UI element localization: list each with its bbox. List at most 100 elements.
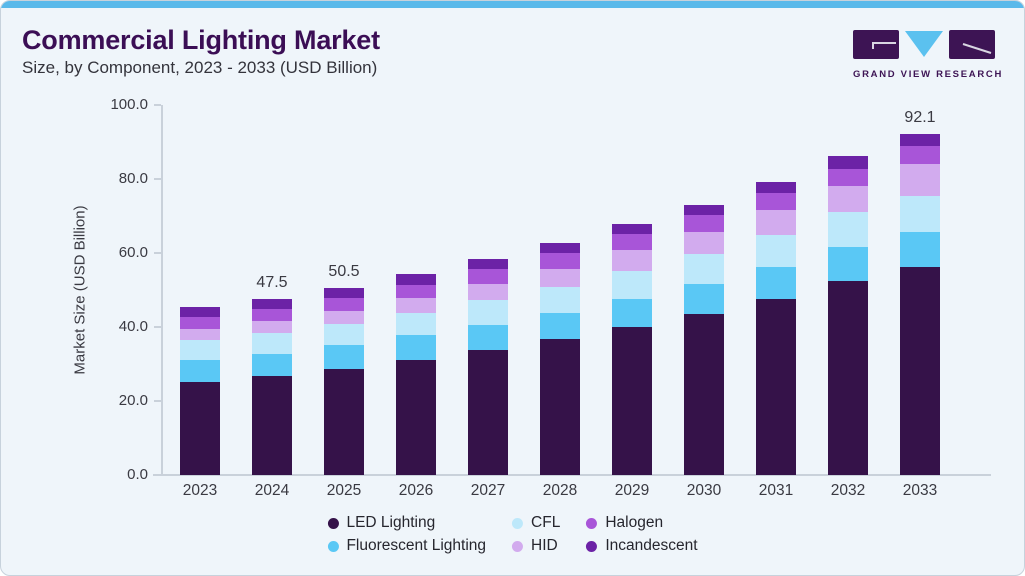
y-tick-mark <box>154 252 161 254</box>
legend-label: LED Lighting <box>346 514 436 531</box>
y-tick-mark <box>154 326 161 328</box>
logo-text: GRAND VIEW RESEARCH <box>853 69 1004 80</box>
page-title: Commercial Lighting Market <box>22 25 380 55</box>
bar-segment-2025-hid <box>324 310 364 324</box>
bar-segment-2024-cfl <box>252 333 292 354</box>
bar-segment-2024-incandescent <box>252 299 292 309</box>
bar-segment-2027-hid <box>468 283 508 300</box>
bar-segment-2026-incandescent <box>396 274 436 285</box>
bar-segment-2031-hid <box>756 210 796 235</box>
bar-segment-2029-cfl <box>612 271 652 300</box>
page-subtitle: Size, by Component, 2023 - 2033 (USD Bil… <box>22 58 378 77</box>
bar-segment-2025-incandescent <box>324 288 364 298</box>
legend-item-halogen: Halogen <box>586 512 697 534</box>
legend-item-led-lighting: LED Lighting <box>327 512 486 534</box>
bar-segment-2027-fluorescent-lighting <box>468 324 508 350</box>
x-tick-label-2027: 2027 <box>470 482 506 499</box>
total-label-2024: 47.5 <box>256 274 288 292</box>
bar-segment-2023-cfl <box>180 340 220 360</box>
x-tick-label-2024: 2024 <box>254 482 290 499</box>
bar-segment-2024-led-lighting <box>252 376 292 475</box>
x-tick-label-2029: 2029 <box>614 482 650 499</box>
bar-segment-2023-fluorescent-lighting <box>180 359 220 382</box>
bar-segment-2027-led-lighting <box>468 349 508 475</box>
bar-segment-2023-incandescent <box>180 307 220 317</box>
y-tick-label: 80.0 <box>118 170 148 187</box>
bar-2025 <box>324 288 364 475</box>
bar-segment-2030-cfl <box>684 253 724 285</box>
x-tick-label-2031: 2031 <box>758 482 794 499</box>
bar-segment-2029-hid <box>612 250 652 272</box>
legend-label: CFL <box>531 514 561 531</box>
bar-segment-2031-halogen <box>756 193 796 211</box>
bar-segment-2030-halogen <box>684 214 724 232</box>
bar-segment-2029-fluorescent-lighting <box>612 299 652 328</box>
bar-segment-2024-fluorescent-lighting <box>252 353 292 377</box>
legend-dot-icon <box>586 540 598 552</box>
bar-segment-2023-halogen <box>180 316 220 330</box>
bar-segment-2024-halogen <box>252 308 292 322</box>
bar-2031 <box>756 182 796 475</box>
bar-segment-2032-hid <box>828 186 868 212</box>
bar-segment-2025-halogen <box>324 297 364 311</box>
bar-segment-2027-cfl <box>468 299 508 325</box>
x-tick-label-2032: 2032 <box>830 482 866 499</box>
bar-segment-2033-incandescent <box>900 134 940 147</box>
bar-segment-2030-fluorescent-lighting <box>684 284 724 315</box>
bar-segment-2029-incandescent <box>612 224 652 235</box>
bar-segment-2032-incandescent <box>828 156 868 169</box>
logo-mark-icon <box>853 30 995 59</box>
legend-item-incandescent: Incandescent <box>586 535 698 557</box>
bar-segment-2033-fluorescent-lighting <box>900 231 940 267</box>
y-tick-mark <box>154 104 161 106</box>
bar-2024 <box>252 299 292 475</box>
legend-dot-icon <box>586 517 598 529</box>
chart-legend: LED Lighting Fluorescent Lighting CFL HID Ha… <box>327 512 698 557</box>
bar-segment-2028-led-lighting <box>540 339 580 475</box>
x-tick-label-2030: 2030 <box>686 482 722 499</box>
y-axis-line <box>161 105 163 475</box>
bar-segment-2028-cfl <box>540 286 580 313</box>
legend-label: Halogen <box>605 514 664 531</box>
bar-2029 <box>612 224 652 475</box>
bar-segment-2031-incandescent <box>756 182 796 194</box>
bar-segment-2031-led-lighting <box>756 298 796 475</box>
bar-segment-2023-led-lighting <box>180 381 220 475</box>
bar-segment-2031-cfl <box>756 234 796 268</box>
x-axis-line <box>153 474 991 476</box>
bar-segment-2027-halogen <box>468 268 508 284</box>
x-tick-label-2026: 2026 <box>398 482 434 499</box>
legend-item-cfl: CFL <box>512 512 560 534</box>
legend-dot-icon <box>512 540 524 552</box>
bar-2032 <box>828 156 868 475</box>
bar-segment-2028-fluorescent-lighting <box>540 312 580 340</box>
grand-view-research-logo: GRAND VIEW RESEARCH <box>853 30 1004 80</box>
legend-label: HID <box>531 537 558 554</box>
bar-segment-2025-cfl <box>324 324 364 346</box>
legend-item-fluorescent-lighting: Fluorescent Lighting <box>327 535 486 557</box>
bar-segment-2026-hid <box>396 297 436 313</box>
bar-segment-2026-fluorescent-lighting <box>396 335 436 360</box>
bar-segment-2027-incandescent <box>468 258 508 269</box>
y-tick-label: 20.0 <box>118 392 148 409</box>
x-tick-label-2033: 2033 <box>902 482 938 499</box>
chart-header: Commercial Lighting Market Size, by Comp… <box>22 25 380 78</box>
bar-segment-2030-led-lighting <box>684 314 724 475</box>
total-label-2025: 50.5 <box>328 263 360 281</box>
bar-segment-2029-halogen <box>612 234 652 251</box>
bar-2023 <box>180 307 220 475</box>
legend-dot-icon <box>512 517 524 529</box>
bar-2030 <box>684 204 724 475</box>
bar-segment-2033-hid <box>900 164 940 196</box>
legend-label: Fluorescent Lighting <box>346 537 487 554</box>
bar-segment-2026-led-lighting <box>396 359 436 475</box>
y-tick-label: 60.0 <box>118 244 148 261</box>
y-tick-mark <box>154 474 161 476</box>
bar-segment-2024-hid <box>252 321 292 334</box>
x-tick-label-2023: 2023 <box>182 482 218 499</box>
bar-segment-2030-hid <box>684 231 724 254</box>
bar-segment-2033-led-lighting <box>900 267 940 475</box>
top-accent-bar <box>1 1 1024 8</box>
